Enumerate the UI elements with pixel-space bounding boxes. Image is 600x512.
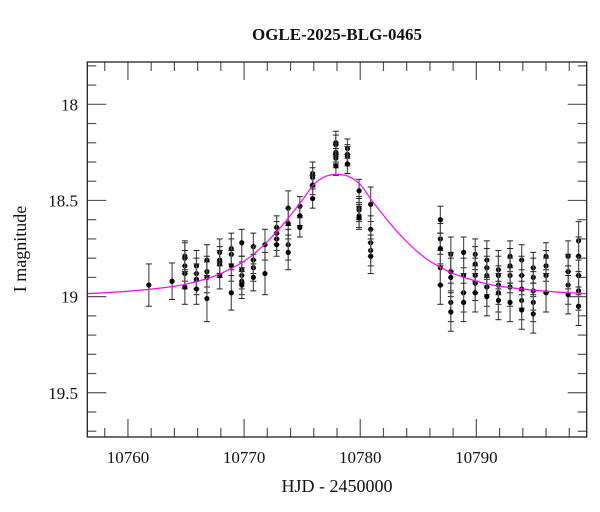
data-marker (368, 253, 374, 259)
data-point (507, 282, 514, 323)
data-point (309, 188, 316, 209)
data-point (518, 290, 525, 330)
data-marker (495, 297, 502, 304)
plot-area (87, 130, 587, 334)
data-point (437, 265, 444, 305)
data-marker (530, 311, 536, 317)
data-point (193, 273, 200, 305)
data-marker (169, 278, 175, 284)
y-axis-label: I magnitude (10, 206, 30, 292)
x-tick-label: 10780 (339, 448, 382, 467)
data-point (145, 263, 152, 307)
data-point (238, 228, 245, 257)
x-tick-label: 10760 (107, 448, 150, 467)
data-marker (193, 286, 200, 292)
data-marker (368, 201, 374, 207)
y-tick-label: 19.5 (48, 384, 78, 403)
data-point (250, 263, 257, 292)
data-point (203, 274, 210, 323)
data-marker (565, 292, 571, 298)
data-marker (274, 242, 280, 248)
data-point (228, 274, 235, 311)
data-point (472, 273, 479, 313)
data-point (169, 262, 176, 300)
x-tick-label: 10770 (223, 448, 266, 467)
data-marker (228, 290, 234, 296)
data-point (285, 234, 292, 271)
data-point (261, 251, 268, 296)
data-marker (239, 240, 245, 246)
data-point (332, 155, 339, 176)
y-tick-labels: 18 18.5 19 19.5 (48, 95, 78, 402)
data-point (273, 232, 280, 257)
y-tick-label: 18.5 (48, 191, 78, 210)
y-tick-label: 19 (61, 288, 78, 307)
data-point (356, 205, 363, 230)
data-marker (437, 282, 443, 288)
x-tick-label: 10790 (455, 448, 498, 467)
data-marker (262, 270, 268, 277)
data-marker (239, 282, 245, 288)
data-marker (344, 161, 351, 167)
data-marker (146, 282, 152, 288)
x-axis-label: HJD - 2450000 (282, 476, 393, 496)
y-tick-label: 18 (61, 95, 78, 114)
plot-frame (86, 61, 588, 438)
data-marker (297, 213, 303, 219)
data-marker (437, 245, 443, 252)
data-marker (310, 195, 316, 202)
data-point (367, 238, 374, 275)
data-point (296, 217, 303, 238)
data-marker (484, 294, 490, 300)
data-marker (472, 290, 478, 296)
data-point (530, 294, 537, 334)
data-marker (448, 274, 454, 280)
data-marker (460, 249, 467, 255)
chart-title: OGLE-2025-BLG-0465 (252, 25, 422, 44)
model-curve (87, 173, 587, 295)
axis-ticks (87, 62, 587, 437)
data-point (447, 292, 454, 332)
data-point (238, 271, 245, 300)
data-point (495, 280, 502, 321)
data-marker (448, 309, 454, 315)
data-point (543, 273, 550, 313)
data-marker (507, 299, 513, 305)
data-marker (460, 299, 467, 305)
data-marker (356, 215, 362, 221)
data-marker (575, 303, 582, 309)
data-marker (333, 163, 339, 169)
data-marker (297, 224, 303, 230)
x-tick-labels: 10760 10770 10780 10790 (107, 448, 498, 467)
data-marker (204, 295, 210, 302)
data-point (181, 269, 188, 305)
data-point (344, 153, 351, 175)
data-point (565, 274, 572, 315)
data-marker (182, 284, 188, 290)
data-marker (356, 188, 362, 194)
data-marker (519, 307, 525, 313)
data-marker (285, 249, 291, 255)
data-marker (437, 217, 443, 223)
data-marker (250, 274, 256, 280)
data-marker (285, 220, 291, 227)
data-point (460, 282, 467, 323)
